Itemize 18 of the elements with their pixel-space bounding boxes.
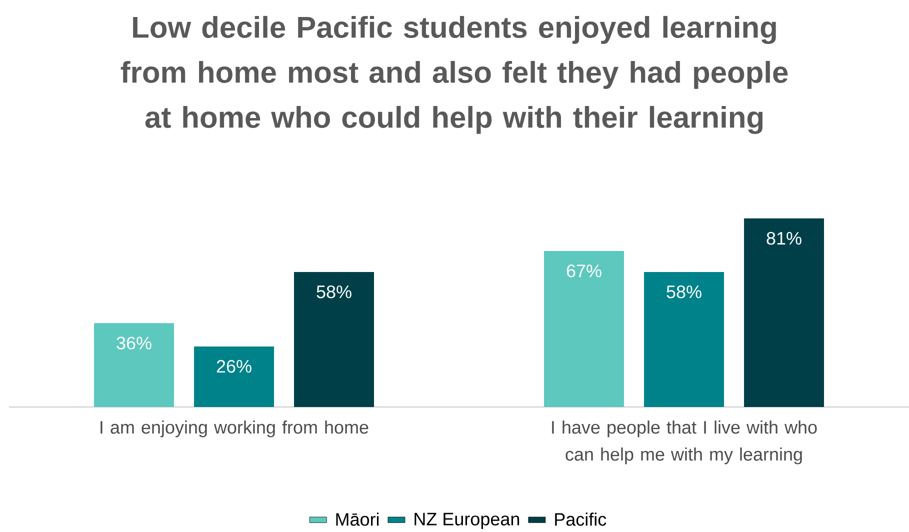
legend-label: Pacific (555, 512, 606, 526)
bar (94, 323, 174, 407)
legend-label: NZ European (414, 512, 520, 530)
x-tick-label: I have people that I live with who can help me with my learning (552, 420, 817, 464)
data-label: 36% (116, 336, 152, 350)
data-label: 58% (316, 285, 352, 298)
bar (294, 272, 374, 407)
chart-title: Low decile Pacific students enjoyed learning from home most and also felt they had people at home who could help with their learning (120, 16, 788, 134)
data-label: 67% (566, 264, 602, 278)
data-label: 26% (216, 360, 252, 373)
bar (644, 272, 724, 407)
bar (544, 251, 624, 407)
data-label: 58% (666, 285, 702, 298)
legend-label: Māori (336, 512, 379, 526)
bar (744, 218, 824, 407)
x-tick-label: I am enjoying working from home (100, 420, 368, 438)
data-label: 81% (766, 232, 802, 245)
bar (194, 346, 274, 407)
